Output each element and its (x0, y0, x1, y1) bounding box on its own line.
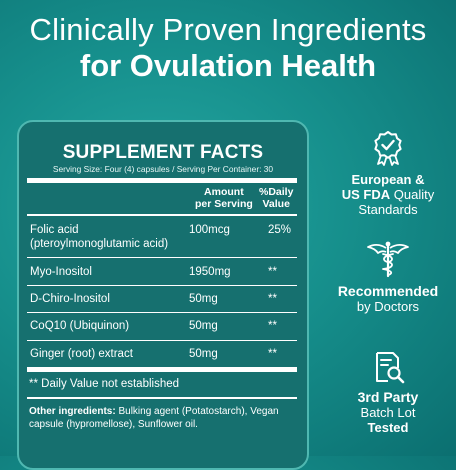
other-ingredients: Other ingredients: Bulking agent (Potato… (29, 405, 301, 431)
headline-line-2: for Ovulation Health (79, 48, 377, 83)
ingredient-name: Folic acid (pteroylmonoglutamic acid) (30, 223, 168, 251)
badge-quality-text-3: Standards (358, 202, 418, 217)
facts-title: SUPPLEMENT FACTS (62, 142, 264, 163)
ingredient-daily-value: ** (268, 293, 277, 305)
ingredient-amount: 50mg (189, 293, 218, 305)
column-header-daily-value: %Daily Value (259, 186, 293, 210)
other-ingredients-label: Other ingredients: (29, 406, 116, 417)
column-header-dv-line-1: %Daily (259, 186, 294, 198)
facts-row: Myo-Inositol 1950mg ** (27, 265, 297, 279)
badge-recommended-sub: by Doctors (356, 299, 420, 314)
serving-info: Serving Size: Four (4) capsules / Servin… (52, 164, 274, 174)
note-divider (27, 397, 297, 399)
facts-row: Folic acid (pteroylmonoglutamic acid) 10… (27, 223, 297, 253)
ingredient-amount: 50mg (189, 320, 218, 332)
badge-quality-bold-2: US FDA (341, 187, 391, 202)
ingredient-daily-value: ** (268, 348, 277, 360)
ingredient-name: D-Chiro-Inositol (30, 293, 110, 305)
ingredient-name: Ginger (root) extract (30, 348, 133, 360)
ingredient-amount: 50mg (189, 348, 218, 360)
thick-divider (27, 178, 297, 183)
facts-row: D-Chiro-Inositol 50mg ** (27, 292, 297, 306)
ingredient-daily-value: 25% (268, 224, 292, 236)
ingredient-amount: 1950mg (189, 266, 231, 278)
ingredient-name: CoQ10 (Ubiquinon) (30, 320, 130, 332)
column-header-amount-line-1: Amount (204, 186, 244, 198)
document-search-icon (376, 352, 405, 384)
thick-divider (27, 367, 297, 372)
ingredient-daily-value: ** (268, 266, 277, 278)
badge-quality-text: European & US FDA Quality Standards (320, 172, 456, 217)
row-divider (27, 340, 297, 341)
badge-recommended-bold: Recommended (337, 283, 439, 299)
ingredient-name-line-2: (pteroylmonoglutamic acid) (30, 238, 169, 250)
other-ingredients-text: Bulking agent (Potatostarch), Vegan caps… (29, 406, 279, 430)
headline-line-1: Clinically Proven Ingredients (29, 12, 427, 47)
badge-quality-text-2: Quality (393, 187, 435, 202)
facts-row: Ginger (root) extract 50mg ** (27, 347, 297, 361)
badge-third-party-tested: 3rd Party Batch Lot Tested (320, 350, 456, 435)
column-header-amount-line-2: per Serving (195, 198, 253, 210)
badge-tested-bold-3: Tested (367, 420, 409, 435)
badge-tested-bold-1: 3rd Party (357, 389, 419, 405)
badge-tested-text: 3rd Party Batch Lot Tested (320, 389, 456, 436)
ingredient-name: Myo-Inositol (30, 266, 92, 278)
ingredient-daily-value: ** (268, 320, 277, 332)
facts-row: CoQ10 (Ubiquinon) 50mg ** (27, 319, 297, 333)
ingredient-amount: 100mcg (189, 224, 230, 236)
badge-quality-standards: European & US FDA Quality Standards (320, 130, 456, 217)
badge-recommended: Recommended by Doctors (320, 240, 456, 314)
ingredient-name-line-1: Folic acid (30, 224, 79, 236)
badge-recommended-text: Recommended by Doctors (320, 283, 456, 315)
daily-value-note: ** Daily Value not established (29, 378, 180, 390)
badge-quality-bold-1: European & (351, 172, 425, 187)
headline: Clinically Proven Ingredients for Ovulat… (0, 12, 456, 84)
badge-tested-text-2: Batch Lot (360, 405, 416, 420)
header-divider (27, 214, 297, 216)
caduceus-icon (367, 241, 409, 278)
quality-seal-icon (374, 131, 402, 166)
row-divider (27, 257, 297, 258)
row-divider (27, 312, 297, 313)
column-header-dv-line-2: Value (262, 198, 290, 210)
column-header-amount: Amount per Serving (195, 186, 253, 210)
row-divider (27, 285, 297, 286)
supplement-facts-panel: SUPPLEMENT FACTS Serving Size: Four (4) … (17, 120, 309, 470)
